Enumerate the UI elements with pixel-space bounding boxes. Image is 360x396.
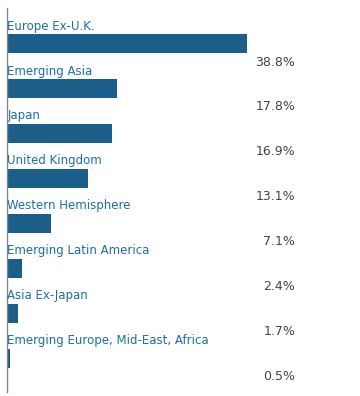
Text: Emerging Europe, Mid-East, Africa: Emerging Europe, Mid-East, Africa: [7, 334, 209, 347]
Text: 38.8%: 38.8%: [255, 55, 295, 69]
Text: Japan: Japan: [7, 109, 40, 122]
Bar: [7, 304, 18, 323]
Text: 17.8%: 17.8%: [255, 101, 295, 114]
Bar: [7, 349, 10, 368]
Bar: [7, 169, 88, 188]
Text: Europe Ex-U.K.: Europe Ex-U.K.: [7, 20, 95, 32]
Bar: [7, 214, 51, 233]
Text: 1.7%: 1.7%: [263, 325, 295, 338]
Text: Emerging Asia: Emerging Asia: [7, 65, 93, 78]
Text: 13.1%: 13.1%: [256, 190, 295, 203]
Text: Western Hemisphere: Western Hemisphere: [7, 199, 131, 212]
Text: 2.4%: 2.4%: [264, 280, 295, 293]
Bar: [7, 259, 22, 278]
Text: 7.1%: 7.1%: [263, 235, 295, 248]
Text: Asia Ex-Japan: Asia Ex-Japan: [7, 289, 88, 302]
Bar: [7, 34, 247, 53]
Bar: [7, 79, 117, 98]
Text: 0.5%: 0.5%: [263, 370, 295, 383]
Text: Emerging Latin America: Emerging Latin America: [7, 244, 149, 257]
Bar: [7, 124, 112, 143]
Text: United Kingdom: United Kingdom: [7, 154, 102, 168]
Text: 16.9%: 16.9%: [256, 145, 295, 158]
